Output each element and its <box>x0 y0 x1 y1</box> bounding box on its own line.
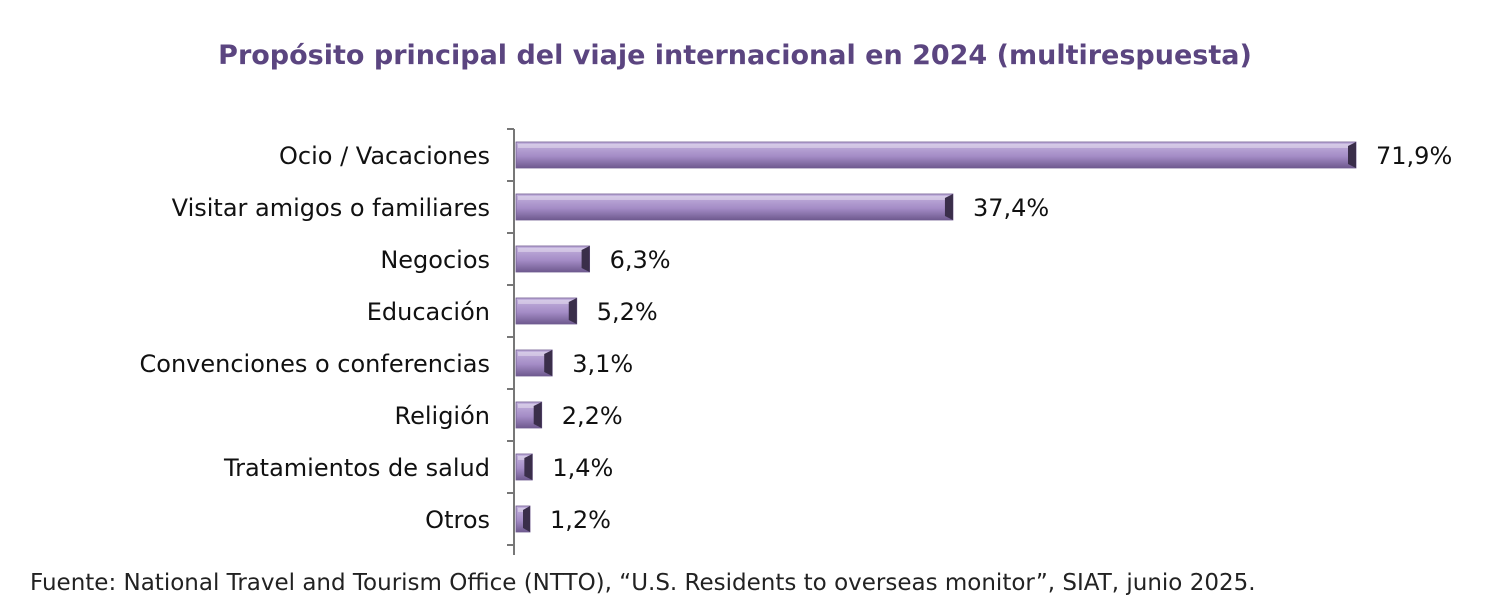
bar-highlight-4 <box>518 300 573 304</box>
bar-end-cap-7 <box>524 454 533 480</box>
value-label-6: 2,2% <box>562 402 623 430</box>
bar-end-cap-3 <box>581 246 590 272</box>
value-label-7: 1,4% <box>552 454 613 482</box>
value-label-1: 71,9% <box>1376 142 1452 170</box>
category-label-3: Negocios <box>380 246 490 274</box>
bar-highlight-3 <box>518 248 586 252</box>
bar-end-cap-2 <box>944 194 953 220</box>
category-label-1: Ocio / Vacaciones <box>279 142 490 170</box>
bar-highlight-7 <box>518 456 529 460</box>
bar-highlight-8 <box>518 508 527 512</box>
category-label-4: Educación <box>367 298 490 326</box>
value-label-8: 1,2% <box>550 506 611 534</box>
category-label-7: Tratamientos de salud <box>223 454 490 482</box>
bar-2 <box>515 193 954 221</box>
bar-highlight-6 <box>518 404 538 408</box>
bar-end-cap-5 <box>544 350 553 376</box>
category-axis: Ocio / Vacaciones Visitar amigos o famili… <box>140 128 515 555</box>
source-note: Fuente: National Travel and Tourism Offi… <box>30 570 1256 596</box>
bar-highlight-2 <box>518 196 949 200</box>
bar-1 <box>515 141 1357 169</box>
bar-highlight-1 <box>518 144 1352 148</box>
bar-3 <box>515 245 591 273</box>
bar-end-cap-1 <box>1348 142 1356 168</box>
bar-end-cap-4 <box>568 298 577 324</box>
category-label-2: Visitar amigos o familiares <box>172 194 490 222</box>
bar-end-cap-6 <box>533 402 542 428</box>
category-label-6: Religión <box>395 402 491 430</box>
category-label-8: Otros <box>425 506 490 534</box>
bars-layer: 71,9% 37,4% 6,3% 5,2% 3,1% 2,2% 1,4% 1,2% <box>515 141 1452 534</box>
value-label-3: 6,3% <box>610 246 671 274</box>
value-label-4: 5,2% <box>597 298 658 326</box>
bar-end-cap-8 <box>523 506 531 532</box>
value-label-2: 37,4% <box>973 194 1049 222</box>
chart-title: Propósito principal del viaje internacio… <box>218 40 1252 71</box>
category-label-5: Convenciones o conferencias <box>140 350 491 378</box>
value-label-5: 3,1% <box>572 350 633 378</box>
bar-highlight-5 <box>518 352 549 356</box>
